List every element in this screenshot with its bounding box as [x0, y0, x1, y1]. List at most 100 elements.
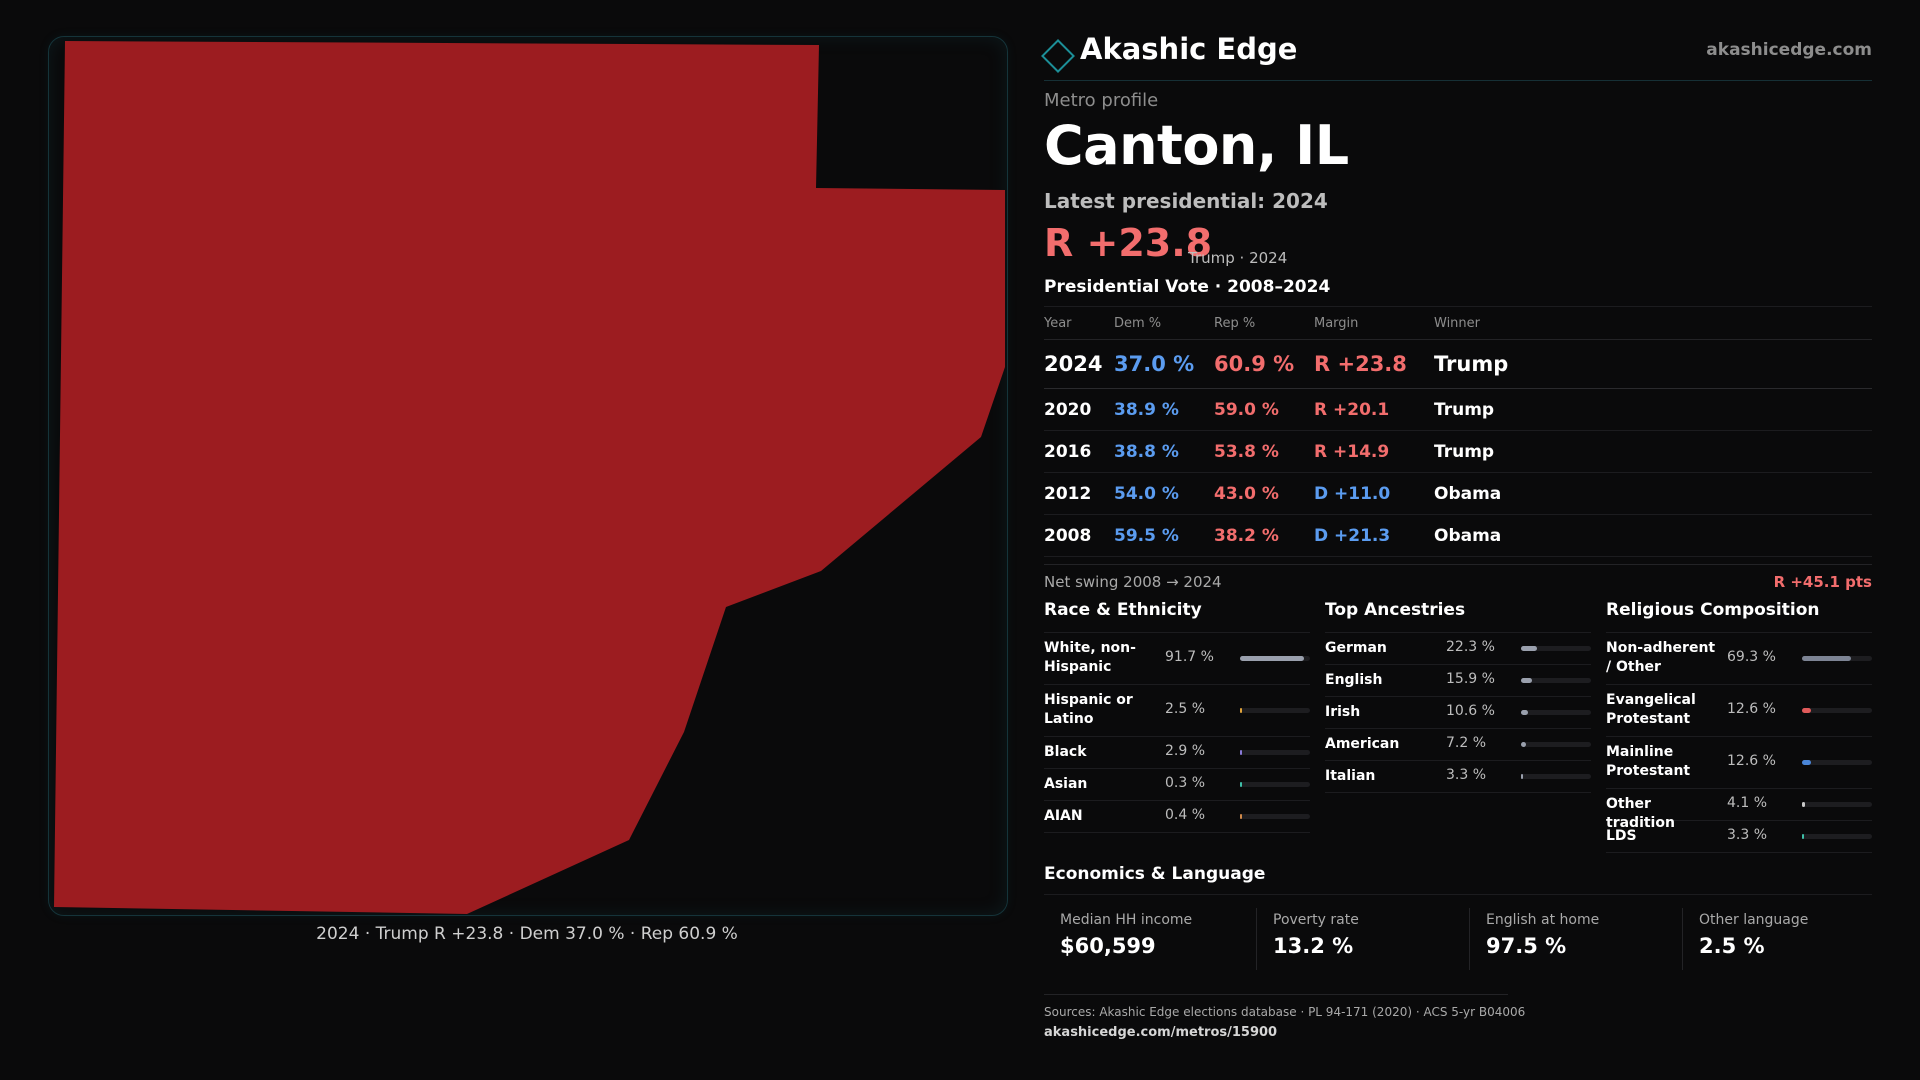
- row-year: 2016: [1044, 442, 1092, 462]
- section-eyebrow: Metro profile: [1044, 90, 1159, 111]
- list-item: Asian 0.3 %: [1044, 769, 1310, 801]
- demo-bar-fill: [1802, 802, 1805, 807]
- brand-url-link[interactable]: akashicedge.com: [1706, 40, 1872, 60]
- row-year: 2012: [1044, 484, 1092, 504]
- row-winner: Trump: [1434, 442, 1495, 462]
- col-header-dem: Dem %: [1114, 316, 1162, 331]
- ancestries-heading: Top Ancestries: [1325, 600, 1591, 633]
- row-dem: 38.8 %: [1114, 442, 1179, 462]
- demo-bar-fill: [1802, 760, 1811, 765]
- row-margin: D +11.0: [1314, 484, 1391, 504]
- demo-bar-fill: [1802, 656, 1851, 661]
- list-item: Hispanic or Latino 2.5 %: [1044, 685, 1310, 737]
- econ-label: Poverty rate: [1273, 912, 1359, 928]
- demo-label: Italian: [1325, 768, 1376, 784]
- demo-value: 0.3 %: [1165, 775, 1206, 791]
- list-item: American 7.2 %: [1325, 729, 1591, 761]
- latest-presidential-label: Latest presidential: 2024: [1044, 189, 1328, 213]
- econ-value: 2.5 %: [1699, 934, 1765, 958]
- demo-bar-fill: [1802, 834, 1805, 839]
- demo-label: Black: [1044, 744, 1087, 760]
- metro-map-svg: [54, 41, 1005, 914]
- sources-note: Sources: Akashic Edge elections database…: [1044, 1005, 1526, 1019]
- demo-value: 15.9 %: [1446, 671, 1495, 687]
- econ-english-at-home: English at home 97.5 %: [1469, 908, 1682, 970]
- econ-label: Median HH income: [1060, 912, 1193, 928]
- demo-bar-fill: [1521, 742, 1527, 747]
- econ-value: $60,599: [1060, 934, 1156, 958]
- row-margin: R +23.8: [1314, 352, 1407, 376]
- demo-label: Mainline Protestant: [1606, 744, 1691, 779]
- econ-median-income: Median HH income $60,599: [1044, 908, 1256, 970]
- demo-label: German: [1325, 640, 1387, 656]
- row-year: 2008: [1044, 526, 1092, 546]
- econ-label: Other language: [1699, 912, 1809, 928]
- demo-value: 0.4 %: [1165, 807, 1206, 823]
- metro-url-link[interactable]: akashicedge.com/metros/15900: [1044, 1025, 1278, 1040]
- row-dem: 37.0 %: [1114, 352, 1195, 376]
- brand-name: Akashic Edge: [1080, 32, 1298, 66]
- demo-label: Hispanic or Latino: [1044, 692, 1133, 727]
- demo-bar-fill: [1521, 646, 1537, 651]
- diamond-logo-icon: [1041, 39, 1075, 73]
- demo-bar-fill: [1521, 710, 1529, 715]
- demo-value: 7.2 %: [1446, 735, 1487, 751]
- row-rep: 43.0 %: [1214, 484, 1279, 504]
- row-year: 2020: [1044, 400, 1092, 420]
- demo-bar-fill: [1240, 750, 1243, 755]
- economics-heading: Economics & Language: [1044, 864, 1872, 895]
- row-rep: 53.8 %: [1214, 442, 1279, 462]
- demo-bar-track: [1802, 802, 1872, 807]
- list-item: Irish 10.6 %: [1325, 697, 1591, 729]
- list-item: White, non-Hispanic 91.7 %: [1044, 633, 1310, 685]
- demo-label: American: [1325, 736, 1400, 752]
- demo-bar-fill: [1521, 774, 1524, 779]
- demo-bar-track: [1521, 678, 1591, 683]
- net-swing-row: Net swing 2008 → 2024 R +45.1 pts: [1044, 564, 1872, 597]
- demo-bar-track: [1802, 708, 1872, 713]
- demo-value: 12.6 %: [1727, 701, 1776, 717]
- econ-poverty-rate: Poverty rate 13.2 %: [1256, 908, 1469, 970]
- demo-bar-track: [1240, 782, 1310, 787]
- row-dem: 54.0 %: [1114, 484, 1179, 504]
- row-margin: R +14.9: [1314, 442, 1390, 462]
- demo-bar-fill: [1240, 708, 1242, 713]
- table-row: 2012 54.0 % 43.0 % D +11.0 Obama: [1044, 473, 1872, 515]
- religion-section: Religious Composition Non-adherent / Oth…: [1606, 600, 1872, 853]
- vote-table: Year Dem % Rep % Margin Winner 2024 37.0…: [1044, 306, 1872, 557]
- page-title: Canton, IL: [1044, 114, 1349, 177]
- row-winner: Obama: [1434, 484, 1502, 504]
- row-winner: Obama: [1434, 526, 1502, 546]
- list-item: Black 2.9 %: [1044, 737, 1310, 769]
- race-ethnicity-heading: Race & Ethnicity: [1044, 600, 1310, 633]
- demo-label: White, non-Hispanic: [1044, 640, 1136, 675]
- row-rep: 59.0 %: [1214, 400, 1279, 420]
- demo-bar-track: [1240, 656, 1310, 661]
- list-item: LDS 3.3 %: [1606, 821, 1872, 853]
- demo-label: Non-adherent / Other: [1606, 640, 1716, 675]
- demo-value: 3.3 %: [1446, 767, 1487, 783]
- table-row: 2024 37.0 % 60.9 % R +23.8 Trump: [1044, 340, 1872, 389]
- row-rep: 60.9 %: [1214, 352, 1295, 376]
- vote-table-heading: Presidential Vote · 2008–2024: [1044, 277, 1331, 297]
- metro-map[interactable]: [48, 36, 1008, 916]
- headline-margin-sub: Trump · 2024: [1188, 249, 1288, 267]
- list-item: Italian 3.3 %: [1325, 761, 1591, 793]
- row-year: 2024: [1044, 352, 1103, 376]
- econ-other-language: Other language 2.5 %: [1682, 908, 1873, 970]
- row-rep: 38.2 %: [1214, 526, 1279, 546]
- econ-value: 97.5 %: [1486, 934, 1567, 958]
- demo-value: 2.9 %: [1165, 743, 1206, 759]
- row-dem: 38.9 %: [1114, 400, 1179, 420]
- demo-bar-fill: [1240, 782, 1242, 787]
- demo-bar-track: [1521, 710, 1591, 715]
- demo-bar-fill: [1521, 678, 1533, 683]
- demo-bar-track: [1240, 814, 1310, 819]
- metro-boundary-shape[interactable]: [54, 41, 1005, 914]
- list-item: Non-adherent / Other 69.3 %: [1606, 633, 1872, 685]
- demo-label: Asian: [1044, 776, 1088, 792]
- demo-value: 4.1 %: [1727, 795, 1768, 811]
- col-header-winner: Winner: [1434, 316, 1481, 331]
- net-swing-label: Net swing 2008 → 2024: [1044, 573, 1222, 591]
- row-margin: R +20.1: [1314, 400, 1390, 420]
